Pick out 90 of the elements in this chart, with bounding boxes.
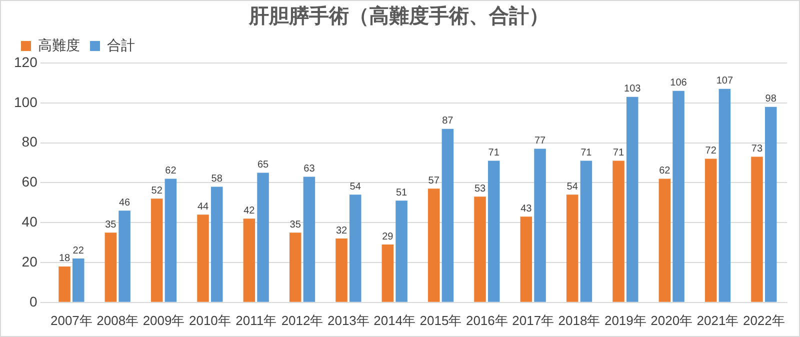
legend-label: 高難度 xyxy=(38,36,80,53)
data-label: 103 xyxy=(624,84,642,95)
data-label: 65 xyxy=(257,159,270,170)
bar xyxy=(118,210,130,302)
bar xyxy=(672,90,684,302)
bar xyxy=(396,200,408,302)
data-label: 57 xyxy=(428,175,440,186)
bar xyxy=(442,128,454,302)
x-tick-label: 2012年 xyxy=(281,312,324,328)
x-tick-label: 2014年 xyxy=(374,312,416,328)
bar xyxy=(751,156,763,302)
x-tick-label: 2007年 xyxy=(50,312,92,328)
bar xyxy=(520,216,532,302)
bar xyxy=(718,88,731,302)
bar xyxy=(104,232,117,302)
data-label: 32 xyxy=(336,225,348,236)
bar xyxy=(336,238,348,302)
bar xyxy=(488,160,500,302)
x-tick-label: 2008年 xyxy=(96,312,139,328)
y-tick-label: 100 xyxy=(14,94,38,110)
data-label: 22 xyxy=(72,245,84,256)
data-label: 71 xyxy=(580,148,592,159)
data-label: 54 xyxy=(566,181,578,192)
bar xyxy=(382,244,394,302)
bar xyxy=(349,194,362,302)
data-label: 44 xyxy=(197,201,210,212)
data-label: 62 xyxy=(659,165,671,176)
bar xyxy=(72,258,84,302)
data-label: 98 xyxy=(765,94,777,105)
data-label: 35 xyxy=(290,219,302,230)
bar xyxy=(257,172,269,302)
y-tick-label: 120 xyxy=(14,54,38,70)
bar xyxy=(658,178,671,302)
data-label: 58 xyxy=(211,173,223,184)
data-label: 72 xyxy=(705,146,717,157)
bar xyxy=(474,196,486,302)
data-label: 18 xyxy=(58,253,71,264)
x-tick-label: 2016年 xyxy=(466,312,508,328)
x-tick-label: 2018年 xyxy=(558,312,600,328)
data-label: 54 xyxy=(350,181,362,192)
bar xyxy=(612,160,624,302)
x-tick-label: 2015年 xyxy=(420,312,462,328)
data-label: 62 xyxy=(165,165,177,176)
data-label: 71 xyxy=(612,148,624,159)
data-label: 77 xyxy=(534,136,546,147)
bar xyxy=(243,218,256,302)
data-label: 63 xyxy=(304,163,316,174)
data-label: 73 xyxy=(751,144,763,155)
bar xyxy=(566,194,578,302)
bar xyxy=(303,176,316,302)
data-label: 29 xyxy=(382,231,394,242)
bar xyxy=(704,158,717,302)
bar xyxy=(164,178,177,302)
bar xyxy=(58,266,70,302)
data-label: 46 xyxy=(118,197,131,208)
y-tick-label: 20 xyxy=(22,253,38,270)
x-tick-label: 2019年 xyxy=(604,312,646,328)
data-label: 107 xyxy=(716,76,734,87)
x-tick-label: 2013年 xyxy=(327,312,370,328)
x-tick-label: 2010年 xyxy=(188,312,231,328)
bar xyxy=(428,188,440,302)
data-label: 87 xyxy=(442,116,454,127)
chart-title: 肝胆膵手術（高難度手術、合計） xyxy=(248,4,549,28)
data-label: 51 xyxy=(396,187,408,198)
x-tick-label: 2009年 xyxy=(142,312,185,328)
bar xyxy=(210,186,223,302)
y-tick-label: 0 xyxy=(30,293,38,310)
bar xyxy=(197,214,209,302)
data-label: 53 xyxy=(474,183,486,194)
y-tick-label: 80 xyxy=(22,134,38,150)
bar xyxy=(626,96,638,302)
x-tick-label: 2022年 xyxy=(742,312,785,328)
bar xyxy=(764,106,777,302)
data-label: 43 xyxy=(520,203,532,214)
data-label: 52 xyxy=(151,185,163,196)
data-label: 42 xyxy=(244,205,256,216)
x-tick-label: 2011年 xyxy=(236,312,277,328)
x-tick-label: 2020年 xyxy=(650,312,693,328)
bar xyxy=(534,148,546,302)
bar xyxy=(150,198,163,302)
data-label: 106 xyxy=(670,78,688,89)
y-tick-label: 40 xyxy=(22,213,38,230)
bar xyxy=(289,232,302,302)
x-tick-label: 2017年 xyxy=(512,312,554,328)
data-label: 71 xyxy=(488,148,500,159)
legend-label: 合計 xyxy=(107,36,135,53)
x-tick-label: 2021年 xyxy=(696,312,739,328)
bar xyxy=(580,160,592,302)
data-label: 35 xyxy=(105,219,117,230)
y-tick-label: 60 xyxy=(22,174,38,190)
